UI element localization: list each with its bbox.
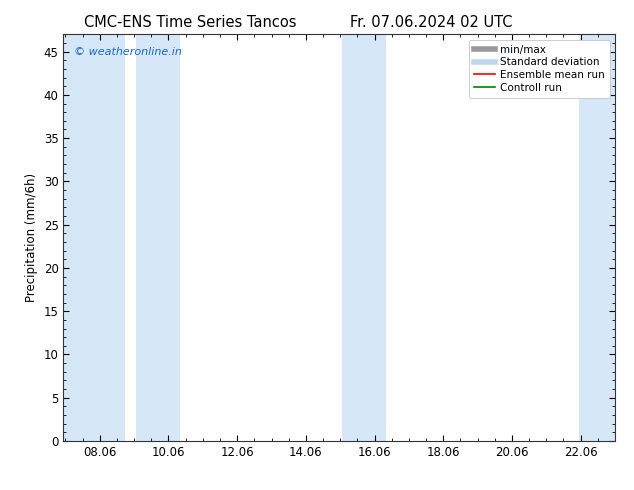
Legend: min/max, Standard deviation, Ensemble mean run, Controll run: min/max, Standard deviation, Ensemble me… xyxy=(469,40,610,98)
Y-axis label: Precipitation (mm/6h): Precipitation (mm/6h) xyxy=(25,173,38,302)
Text: CMC-ENS Time Series Tancos: CMC-ENS Time Series Tancos xyxy=(84,15,297,30)
Bar xyxy=(136,34,180,441)
Bar xyxy=(342,34,386,441)
Bar xyxy=(63,34,126,441)
Bar xyxy=(579,34,616,441)
Text: Fr. 07.06.2024 02 UTC: Fr. 07.06.2024 02 UTC xyxy=(350,15,512,30)
Text: © weatheronline.in: © weatheronline.in xyxy=(74,47,183,56)
